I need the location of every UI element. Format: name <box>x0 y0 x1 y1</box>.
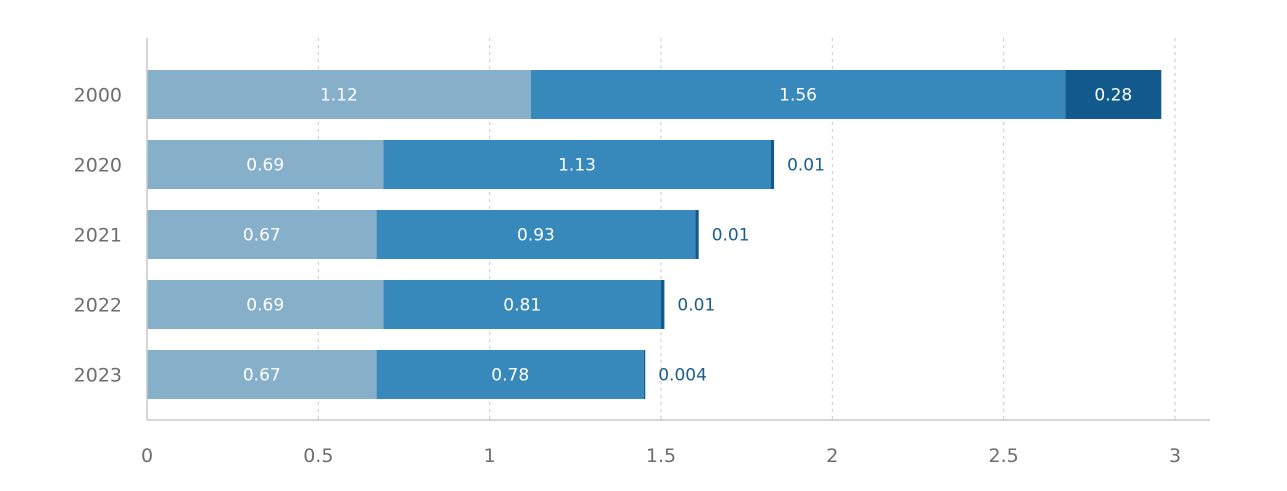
axes <box>146 38 1210 421</box>
bar-segment <box>147 280 384 329</box>
category-label: 2022 <box>74 295 122 317</box>
x-tick-label: 2.5 <box>989 445 1019 467</box>
bar-segment <box>147 210 377 259</box>
data-label: 0.01 <box>677 296 715 316</box>
bar-segment <box>383 140 771 189</box>
x-tick-label: 1 <box>484 445 496 467</box>
category-label: 2023 <box>74 365 122 387</box>
x-tick-label: 1.5 <box>646 445 676 467</box>
x-tick-label: 3 <box>1169 445 1181 467</box>
data-label: 0.004 <box>658 366 707 386</box>
category-label: 2021 <box>74 225 122 247</box>
data-label: 0.81 <box>503 296 541 316</box>
labels: 0 0.5 1 1.5 2 2.5 3 2000 1.12 1.56 0.28 2020 0.69 1.1… <box>74 85 1181 468</box>
data-label: 1.12 <box>320 86 358 106</box>
bar-segment <box>770 140 775 189</box>
bar-segment <box>147 140 384 189</box>
data-label: 0.69 <box>246 156 284 176</box>
data-label: 0.78 <box>491 366 529 386</box>
data-label: 1.13 <box>558 156 596 176</box>
data-label: 0.01 <box>712 226 750 246</box>
x-tick-label: 0.5 <box>303 445 333 467</box>
data-label: 0.01 <box>787 156 825 176</box>
data-label: 0.67 <box>243 226 281 246</box>
x-tick-label: 0 <box>141 445 153 467</box>
data-label: 0.93 <box>517 226 555 246</box>
bar-segment <box>147 350 377 399</box>
bar-segment <box>643 350 646 399</box>
bar-segment <box>383 280 661 329</box>
x-tick-label: 2 <box>826 445 838 467</box>
data-label: 0.67 <box>243 366 281 386</box>
bar-segment <box>530 70 1066 119</box>
data-label: 1.56 <box>779 86 817 106</box>
bar-segment <box>661 280 665 329</box>
category-label: 2020 <box>74 155 122 177</box>
bar-segment <box>376 210 696 259</box>
bars <box>147 70 1162 399</box>
category-label: 2000 <box>74 85 122 107</box>
bar-segment <box>695 210 699 259</box>
data-label: 0.28 <box>1094 86 1132 106</box>
data-label: 0.69 <box>246 296 284 316</box>
bar-segment <box>147 70 531 119</box>
bar-segment <box>376 350 644 399</box>
bar-segment <box>1065 70 1162 119</box>
